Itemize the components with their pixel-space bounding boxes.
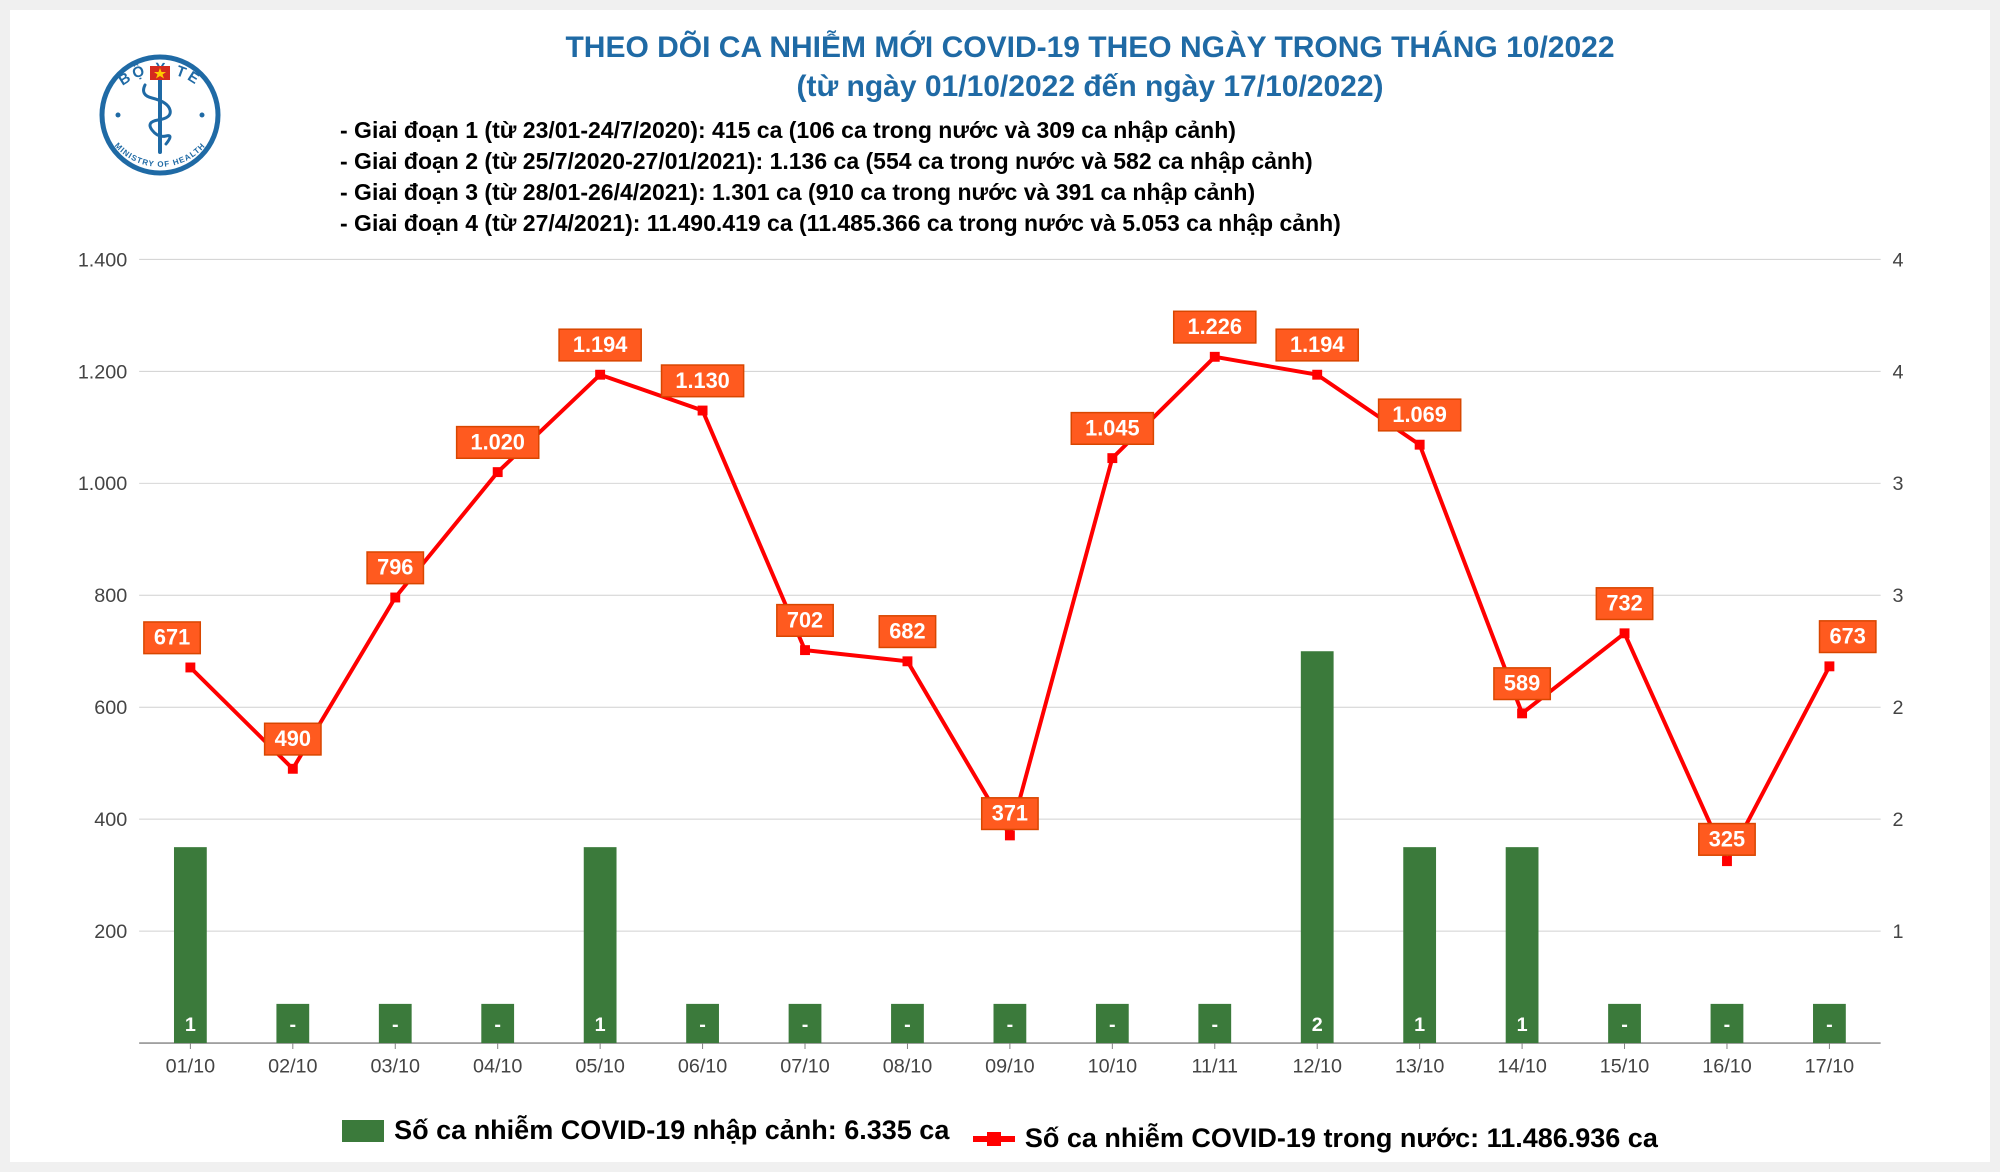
combo-chart-svg: 200 400 600 800 1.000 1.200 1.400 1 2 2 3 3 4 4 01/10 0…: [60, 245, 1940, 1102]
svg-text:4: 4: [1893, 249, 1904, 271]
svg-text:2: 2: [1893, 697, 1904, 719]
svg-text:04/10: 04/10: [473, 1056, 522, 1078]
svg-text:06/10: 06/10: [678, 1056, 727, 1078]
svg-text:-: -: [1724, 1014, 1731, 1036]
svg-text:400: 400: [94, 809, 127, 831]
phase-line: - Giai đoạn 4 (từ 27/4/2021): 11.490.419…: [340, 208, 1341, 239]
svg-text:4: 4: [1893, 361, 1904, 383]
legend-label-line: Số ca nhiễm COVID-19 trong nước: 11.486.…: [1025, 1123, 1658, 1154]
svg-text:1.226: 1.226: [1188, 314, 1242, 339]
svg-text:16/10: 16/10: [1702, 1056, 1751, 1078]
svg-text:08/10: 08/10: [883, 1056, 932, 1078]
svg-text:2: 2: [1312, 1014, 1323, 1036]
phase-line: - Giai đoạn 3 (từ 28/01-26/4/2021): 1.30…: [340, 177, 1341, 208]
svg-text:796: 796: [377, 555, 413, 580]
svg-text:589: 589: [1504, 671, 1540, 696]
legend-item-line: Số ca nhiễm COVID-19 trong nước: 11.486.…: [973, 1123, 1658, 1154]
svg-text:14/10: 14/10: [1497, 1056, 1546, 1078]
svg-text:-: -: [290, 1014, 297, 1036]
svg-text:600: 600: [94, 697, 127, 719]
svg-text:682: 682: [889, 619, 925, 644]
svg-text:-: -: [392, 1014, 399, 1036]
svg-text:800: 800: [94, 585, 127, 607]
phase-summary: - Giai đoạn 1 (từ 23/01-24/7/2020): 415 …: [340, 115, 1341, 239]
chart-title-line2: (từ ngày 01/10/2022 đến ngày 17/10/2022): [250, 67, 1930, 106]
svg-text:490: 490: [275, 726, 311, 751]
svg-text:1.000: 1.000: [78, 473, 127, 495]
svg-text:3: 3: [1893, 585, 1904, 607]
svg-text:1: 1: [1893, 921, 1904, 943]
svg-text:2: 2: [1893, 809, 1904, 831]
svg-text:1.130: 1.130: [675, 368, 729, 393]
legend-item-bar: Số ca nhiễm COVID-19 nhập cảnh: 6.335 ca: [342, 1115, 949, 1146]
chart-title-line1: THEO DÕI CA NHIỄM MỚI COVID-19 THEO NGÀY…: [250, 28, 1930, 67]
svg-text:3: 3: [1893, 473, 1904, 495]
svg-text:-: -: [904, 1014, 911, 1036]
svg-text:371: 371: [992, 801, 1028, 826]
legend-swatch-bar: [342, 1120, 384, 1142]
svg-text:1.200: 1.200: [78, 361, 127, 383]
svg-text:01/10: 01/10: [166, 1056, 215, 1078]
svg-text:1: 1: [185, 1014, 196, 1036]
svg-text:-: -: [1007, 1014, 1014, 1036]
svg-text:-: -: [1621, 1014, 1628, 1036]
svg-text:15/10: 15/10: [1600, 1056, 1649, 1078]
svg-text:702: 702: [787, 607, 823, 632]
svg-text:-: -: [494, 1014, 501, 1036]
svg-text:03/10: 03/10: [371, 1056, 420, 1078]
svg-text:-: -: [1109, 1014, 1116, 1036]
svg-text:-: -: [1826, 1014, 1833, 1036]
svg-text:-: -: [699, 1014, 706, 1036]
svg-text:1: 1: [1517, 1014, 1528, 1036]
svg-text:02/10: 02/10: [268, 1056, 317, 1078]
svg-text:1: 1: [1414, 1014, 1425, 1036]
ministry-logo: BỘ Y TẾ MINISTRY OF HEALTH: [80, 30, 240, 190]
phase-line: - Giai đoạn 1 (từ 23/01-24/7/2020): 415 …: [340, 115, 1341, 146]
svg-text:671: 671: [154, 625, 190, 650]
svg-text:09/10: 09/10: [985, 1056, 1034, 1078]
svg-text:1.045: 1.045: [1085, 415, 1139, 440]
svg-text:1.069: 1.069: [1392, 402, 1446, 427]
svg-text:1: 1: [595, 1014, 606, 1036]
svg-text:05/10: 05/10: [575, 1056, 624, 1078]
chart-legend: Số ca nhiễm COVID-19 nhập cảnh: 6.335 ca…: [10, 1115, 1990, 1154]
svg-text:07/10: 07/10: [780, 1056, 829, 1078]
svg-text:732: 732: [1606, 591, 1642, 616]
svg-text:-: -: [1211, 1014, 1218, 1036]
chart-area: 200 400 600 800 1.000 1.200 1.400 1 2 2 3 3 4 4 01/10 0…: [60, 245, 1940, 1102]
svg-text:13/10: 13/10: [1395, 1056, 1444, 1078]
svg-text:1.194: 1.194: [1290, 332, 1344, 357]
svg-text:-: -: [802, 1014, 809, 1036]
svg-text:1.020: 1.020: [470, 429, 524, 454]
svg-text:1.400: 1.400: [78, 249, 127, 271]
svg-text:1.194: 1.194: [573, 332, 627, 357]
page-root: BỘ Y TẾ MINISTRY OF HEALTH THEO DÕI CA N…: [10, 10, 1990, 1162]
legend-label-bar: Số ca nhiễm COVID-19 nhập cảnh: 6.335 ca: [394, 1115, 949, 1146]
svg-text:11/11: 11/11: [1192, 1056, 1239, 1078]
svg-text:10/10: 10/10: [1088, 1056, 1137, 1078]
svg-text:17/10: 17/10: [1805, 1056, 1854, 1078]
phase-line: - Giai đoạn 2 (từ 25/7/2020-27/01/2021):…: [340, 146, 1341, 177]
svg-text:673: 673: [1830, 624, 1866, 649]
svg-text:325: 325: [1709, 826, 1745, 851]
legend-swatch-line: [973, 1136, 1015, 1142]
svg-text:200: 200: [94, 921, 127, 943]
svg-text:12/10: 12/10: [1292, 1056, 1341, 1078]
chart-title-block: THEO DÕI CA NHIỄM MỚI COVID-19 THEO NGÀY…: [250, 28, 1930, 106]
